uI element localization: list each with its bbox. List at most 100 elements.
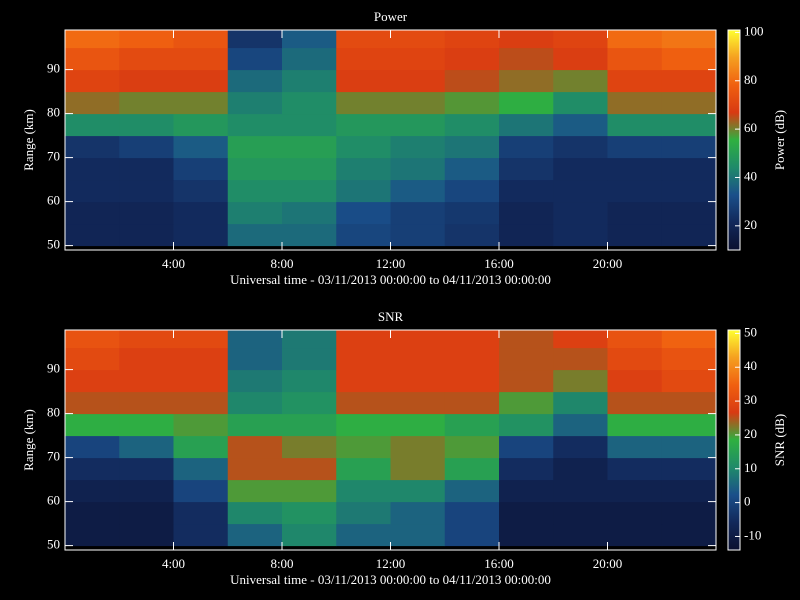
heatmap-cell (607, 47, 663, 71)
heatmap-cell (444, 30, 500, 49)
x-tick-label: 20:00 (593, 556, 623, 571)
heatmap-cell (444, 347, 500, 371)
heatmap-cell (390, 330, 446, 349)
heatmap-cell (227, 435, 283, 459)
heatmap-cell (444, 435, 500, 459)
heatmap-cell (661, 457, 716, 481)
heatmap-cell (65, 69, 120, 93)
colorbar-tick-label: 10 (744, 460, 757, 475)
heatmap-cell (227, 391, 283, 415)
heatmap-cell (499, 523, 554, 547)
heatmap-cell (119, 30, 174, 49)
heatmap-cell (173, 479, 229, 503)
heatmap-cell (661, 113, 716, 137)
heatmap-cell (282, 457, 337, 481)
heatmap-cell (499, 135, 554, 159)
colorbar-tick-label: 80 (744, 72, 757, 87)
heatmap-cell (227, 135, 283, 159)
heatmap-cell (65, 347, 120, 371)
heatmap-cell (336, 369, 391, 393)
heatmap-cell (553, 135, 608, 159)
heatmap-cell (119, 69, 174, 93)
heatmap-cell (119, 47, 174, 71)
heatmap-cell (119, 479, 174, 503)
x-tick-label: 8:00 (270, 556, 293, 571)
heatmap-cells (65, 30, 716, 247)
heatmap-cell (282, 501, 337, 525)
heatmap-cell (499, 369, 554, 393)
heatmap-cell (173, 113, 229, 137)
panel-title: Power (374, 9, 408, 24)
heatmap-cell (607, 157, 663, 181)
heatmap-cell (282, 91, 337, 115)
colorbar-tick-label: -10 (744, 527, 761, 542)
x-tick-label: 4:00 (162, 556, 185, 571)
colorbar (727, 329, 741, 551)
heatmap-cell (173, 223, 229, 247)
heatmap-cell (227, 69, 283, 93)
heatmap-cell (227, 157, 283, 181)
heatmap-cell (227, 201, 283, 225)
heatmap-cell (661, 91, 716, 115)
heatmap-cell (661, 501, 716, 525)
heatmap-cell (119, 457, 174, 481)
heatmap-cell (282, 135, 337, 159)
heatmap-cell (390, 435, 446, 459)
colorbar-tick-label: 100 (744, 23, 764, 38)
colorbar-tick-label: 60 (744, 120, 757, 135)
heatmap-cell (227, 330, 283, 349)
heatmap-cell (390, 413, 446, 437)
heatmap-cell (390, 457, 446, 481)
heatmap-cell (499, 201, 554, 225)
heatmap-cell (553, 223, 608, 247)
heatmap-cell (661, 330, 716, 349)
heatmap-cell (119, 179, 174, 203)
heatmap-cell (499, 47, 554, 71)
heatmap-cell (553, 435, 608, 459)
heatmap-cell (661, 47, 716, 71)
heatmap-cell (607, 69, 663, 93)
heatmap-cell (227, 347, 283, 371)
heatmap-cell (227, 179, 283, 203)
heatmap-cell (173, 501, 229, 525)
heatmap-cell (444, 523, 500, 547)
heatmap-cell (65, 479, 120, 503)
heatmap-cell (444, 113, 500, 137)
heatmap-cell (390, 347, 446, 371)
heatmap-cell (499, 157, 554, 181)
heatmap-cell (227, 501, 283, 525)
heatmap-cell (119, 157, 174, 181)
heatmap-cell (65, 223, 120, 247)
heatmap-cell (444, 179, 500, 203)
heatmap-cell (65, 47, 120, 71)
x-axis-label: Universal time - 03/11/2013 00:00:00 to … (230, 272, 551, 287)
colorbar (727, 29, 741, 251)
heatmap-cell (119, 223, 174, 247)
heatmap-cell (607, 391, 663, 415)
colorbar-tick-label: 50 (744, 324, 757, 339)
heatmap-cell (119, 391, 174, 415)
heatmap-cell (173, 91, 229, 115)
heatmap-cell (661, 135, 716, 159)
heatmap-cell (499, 91, 554, 115)
heatmap-cell (499, 69, 554, 93)
heatmap-cell (282, 523, 337, 547)
heatmap-cell (607, 523, 663, 547)
heatmap-cell (390, 369, 446, 393)
heatmap-cell (282, 47, 337, 71)
heatmap-cell (173, 30, 229, 49)
y-tick-label: 80 (47, 405, 60, 420)
heatmap-cell (119, 369, 174, 393)
heatmap-cell (390, 113, 446, 137)
heatmap-cell (173, 435, 229, 459)
heatmap-cell (390, 69, 446, 93)
x-tick-label: 16:00 (484, 556, 514, 571)
heatmap-cell (499, 347, 554, 371)
heatmap-cell (227, 523, 283, 547)
heatmap-cell (119, 435, 174, 459)
heatmap-cell (444, 157, 500, 181)
y-tick-label: 80 (47, 105, 60, 120)
heatmap-cell (282, 157, 337, 181)
heatmap-cell (390, 523, 446, 547)
